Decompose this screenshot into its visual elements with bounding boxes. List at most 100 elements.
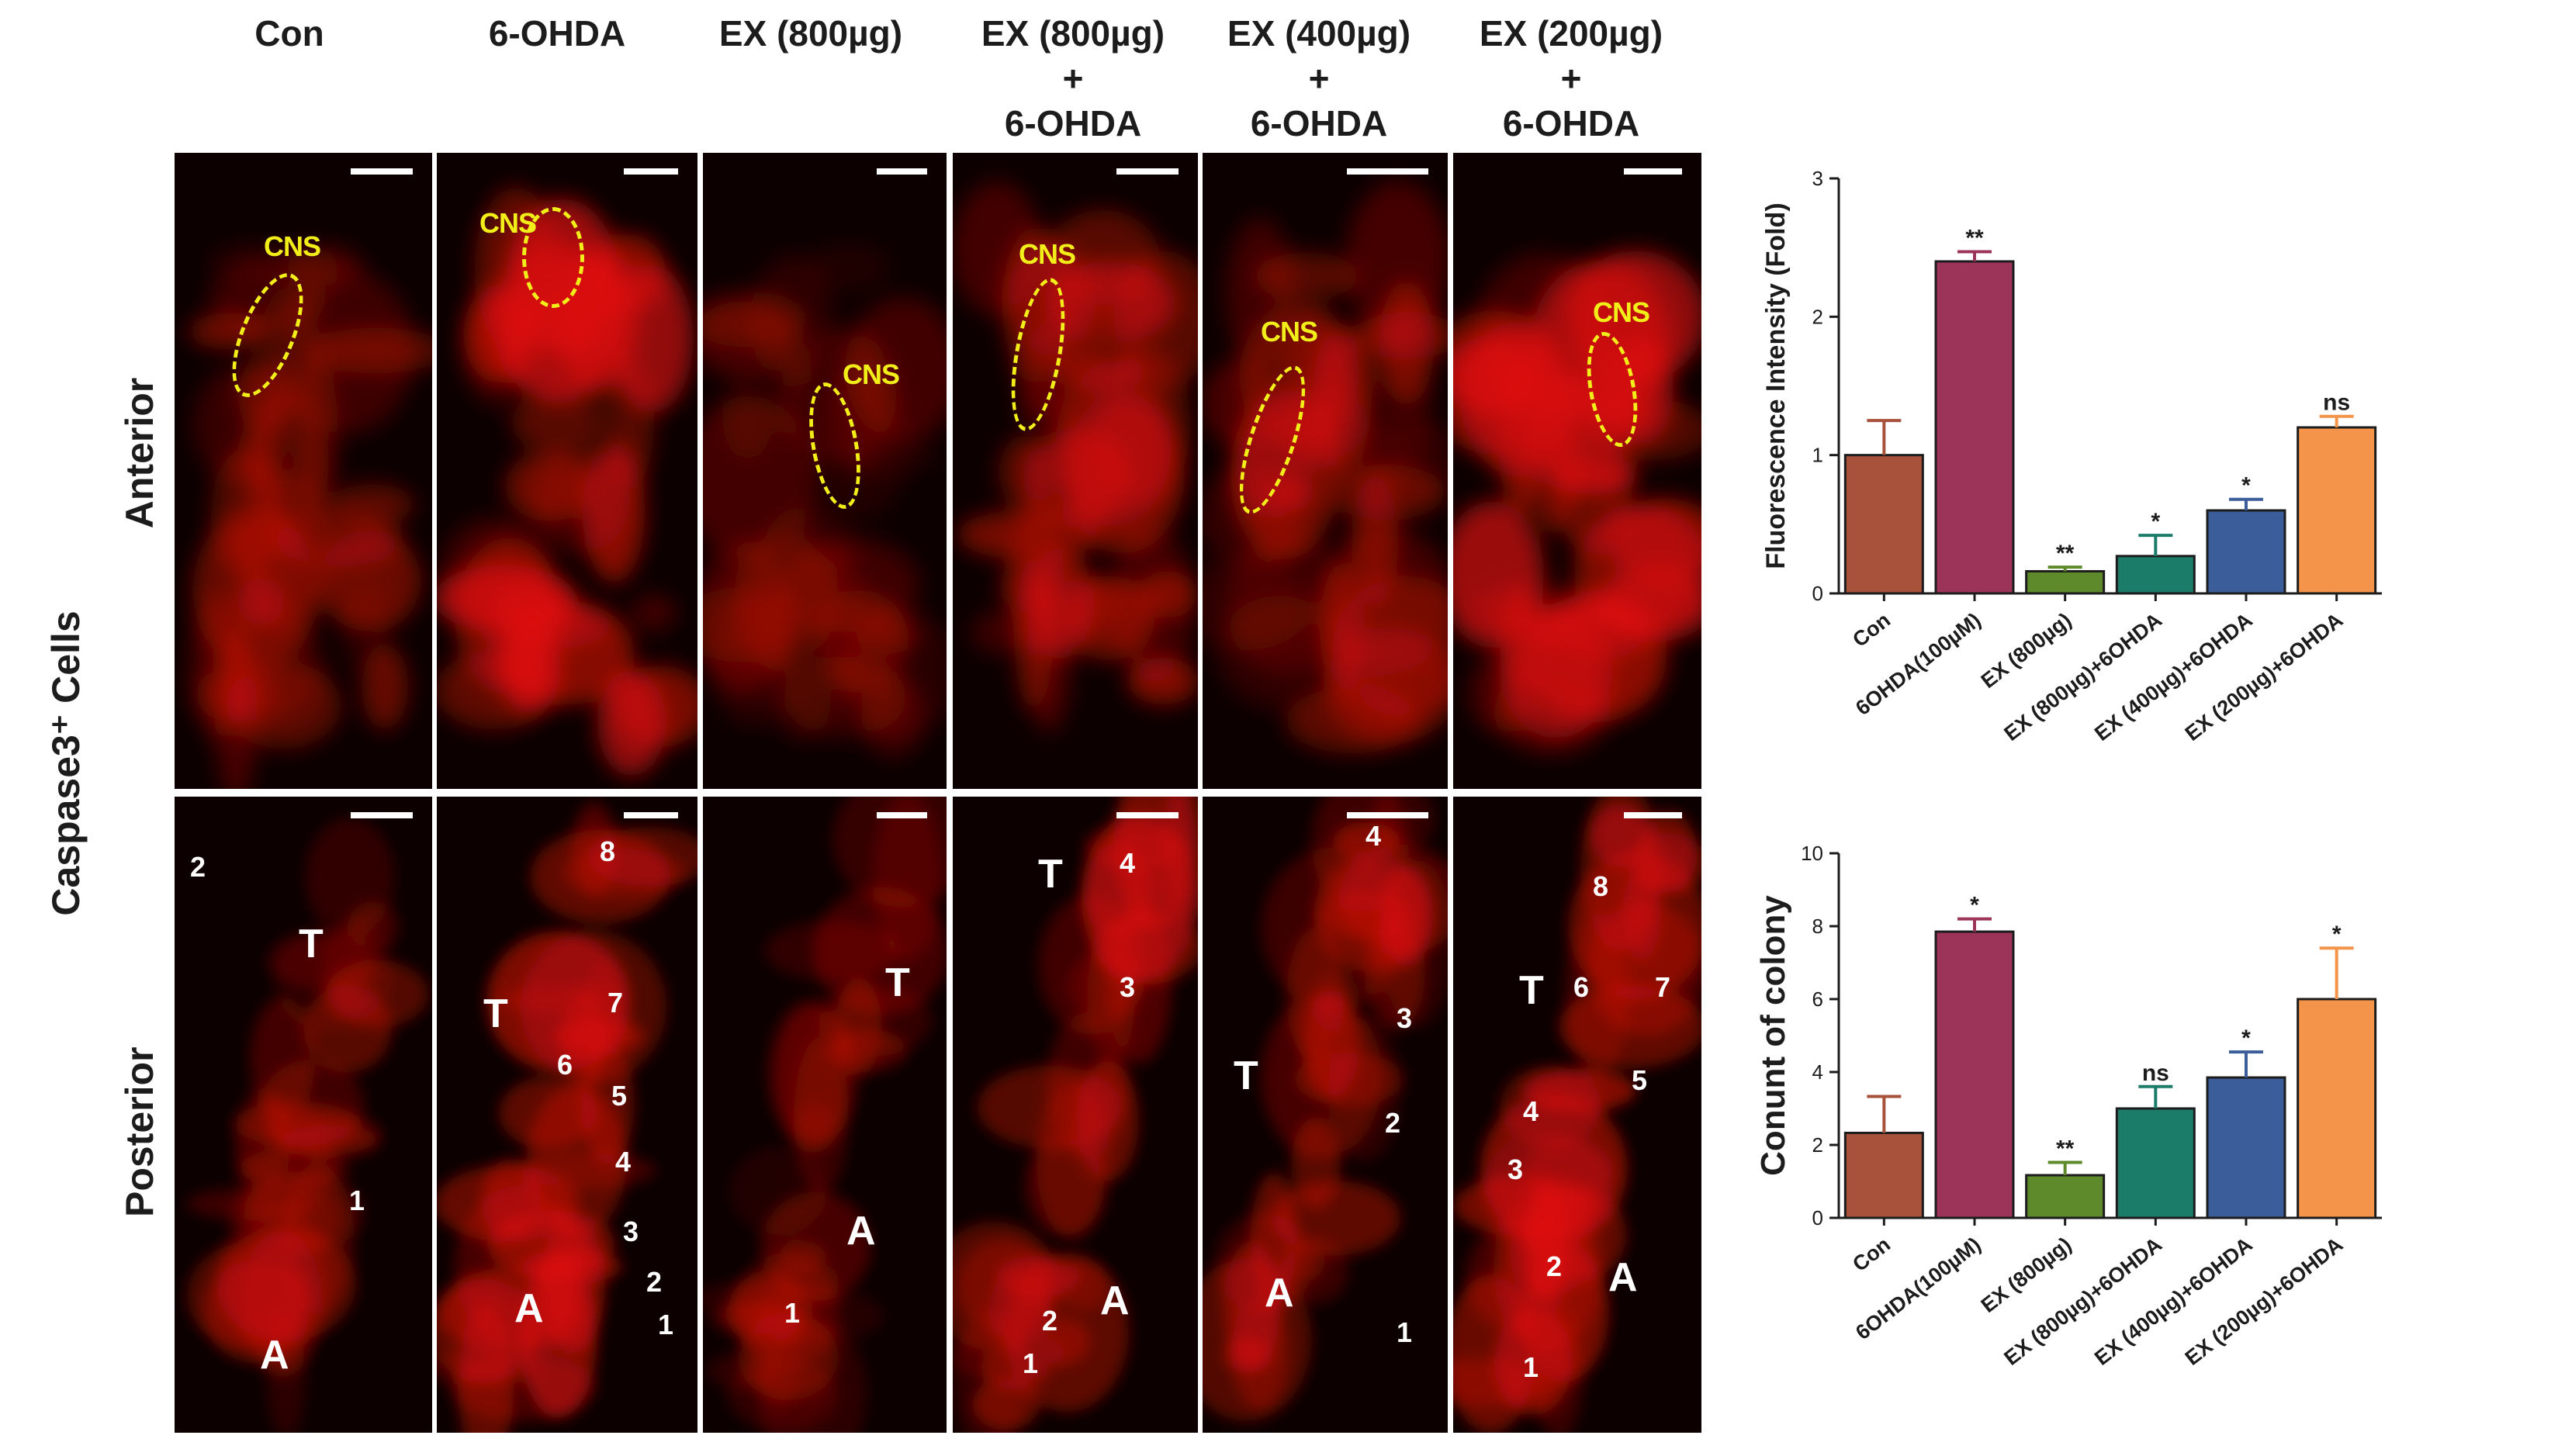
posterior-panel-3: T A 1: [703, 797, 947, 1433]
bar: [2206, 1076, 2286, 1219]
fluorescence-texture: [1453, 251, 1701, 755]
column-header-5: EX (400µg) + 6-OHDA: [1227, 13, 1411, 144]
cell-number-label: 1: [784, 1297, 801, 1329]
bar: [2025, 569, 2106, 595]
bar: [1934, 930, 2015, 1219]
significance-label: **: [1965, 226, 1984, 251]
y-tick-label: 6: [1812, 987, 1823, 1011]
category-label: EX (400µg)+6OHDA: [2090, 1233, 2257, 1370]
y-tick-label: 3: [1812, 167, 1823, 190]
category-label: EX (200µg)+6OHDA: [2181, 1233, 2348, 1370]
cell-number-label: 7: [607, 987, 624, 1019]
region-label-thorax: T: [299, 922, 324, 967]
significance-label: *: [1970, 893, 1979, 918]
cns-label: CNS: [1593, 296, 1650, 328]
cell-number-label: 2: [190, 851, 206, 883]
scale-bar: [1347, 812, 1428, 818]
anterior-panel-6: CNS: [1453, 153, 1701, 789]
scale-bar: [624, 812, 678, 818]
scale-bar: [1347, 168, 1428, 175]
side-label: Caspase3⁺ Cells: [44, 610, 88, 916]
chart-svg: Conunt of colony0246810Con*6OHDA(100µM)*…: [1754, 842, 2382, 1370]
column-header-1: Con: [254, 13, 324, 54]
scale-bar: [1116, 812, 1179, 818]
anterior-panel-4: CNS: [953, 153, 1198, 789]
cell-number-label: 1: [349, 1185, 365, 1216]
category-label: EX (800µg)+6OHDA: [1999, 608, 2166, 745]
cell-number-label: 4: [1523, 1095, 1539, 1127]
cell-number-label: 3: [1397, 1002, 1413, 1034]
cell-number-label: 1: [1397, 1316, 1413, 1348]
cns-label: CNS: [479, 207, 537, 239]
scale-bar: [877, 812, 927, 818]
cell-number-label: 2: [1042, 1305, 1058, 1337]
posterior-panel-5: T A 4 3 2 1: [1203, 797, 1448, 1433]
cns-label: CNS: [264, 230, 321, 262]
anterior-panel-1: CNS: [175, 153, 432, 789]
cell-number-label: 2: [1385, 1107, 1401, 1139]
region-label-abdomen: A: [846, 1209, 876, 1254]
column-header-6: EX (200µg) + 6-OHDA: [1479, 13, 1663, 144]
scale-bar: [877, 168, 927, 175]
cns-label: CNS: [843, 358, 900, 390]
cell-number-label: 1: [1523, 1351, 1539, 1383]
category-label: Con: [1848, 608, 1895, 652]
significance-label: *: [2241, 473, 2251, 499]
y-tick-label: 8: [1812, 915, 1823, 938]
fluorescence-texture: [186, 817, 429, 1433]
region-label-abdomen: A: [1608, 1255, 1638, 1300]
y-tick-label: 10: [1801, 842, 1823, 865]
fluorescence-texture: [189, 243, 432, 789]
region-label-abdomen: A: [260, 1333, 289, 1378]
region-label-abdomen: A: [1265, 1271, 1294, 1316]
significance-label: *: [2241, 1025, 2251, 1051]
cell-number-label: 3: [1120, 971, 1136, 1003]
region-label-thorax: T: [1519, 968, 1544, 1013]
cell-number-label: 4: [1120, 847, 1136, 879]
colony-count-chart: Conunt of colony 0 2 4 6 8 10 Con * 6OHDA(100µM) *…: [1722, 838, 2545, 1451]
scale-bar: [351, 812, 413, 818]
region-label-abdomen: A: [514, 1286, 544, 1331]
y-tick-label: 0: [1812, 1206, 1823, 1229]
cell-number-label: 3: [623, 1216, 639, 1247]
column-header-4: EX (800µg) + 6-OHDA: [981, 13, 1165, 144]
significance-label: ns: [2142, 1060, 2169, 1086]
region-label-thorax: T: [1038, 852, 1063, 897]
region-label-thorax: T: [483, 991, 508, 1036]
cell-number-label: 2: [1546, 1250, 1563, 1282]
posterior-panel-1: T A 2 1: [175, 797, 432, 1433]
scale-bar: [624, 168, 678, 175]
bar: [2115, 1107, 2196, 1219]
region-label-abdomen: A: [1100, 1278, 1130, 1323]
bar: [2297, 998, 2377, 1219]
column-header-3: EX (800µg): [718, 13, 903, 54]
fluorescence-texture: [1453, 797, 1701, 1433]
bar: [2206, 509, 2286, 595]
y-axis-title: Fluorescence Intensity (Fold): [1761, 202, 1791, 569]
scale-bar: [1116, 168, 1179, 175]
significance-label: *: [2332, 922, 2342, 947]
cell-number-label: 2: [646, 1266, 663, 1298]
cell-number-label: 4: [1365, 820, 1382, 852]
fluorescence-texture: [703, 797, 947, 1433]
category-label: EX (800µg)+6OHDA: [1999, 1233, 2166, 1370]
bar: [1843, 454, 1924, 595]
cell-number-label: 6: [557, 1049, 573, 1081]
cns-label: CNS: [1019, 238, 1076, 270]
scale-bar: [1624, 168, 1682, 175]
y-axis-title: Conunt of colony: [1754, 895, 1792, 1176]
cell-number-label: 7: [1655, 971, 1671, 1003]
cell-number-label: 3: [1507, 1153, 1524, 1185]
significance-label: ns: [2323, 390, 2350, 416]
bar: [2025, 1174, 2106, 1219]
anterior-panel-3: CNS: [703, 153, 947, 789]
y-tick-label: 2: [1812, 305, 1823, 328]
fluorescence-texture: [1203, 797, 1448, 1422]
cell-number-label: 5: [611, 1080, 628, 1112]
region-label-thorax: T: [885, 960, 910, 1005]
anterior-panel-5: CNS: [1203, 153, 1448, 789]
y-tick-label: 1: [1812, 444, 1823, 467]
y-tick-label: 0: [1812, 582, 1823, 605]
significance-label: **: [2056, 541, 2075, 566]
significance-label: **: [2056, 1136, 2075, 1162]
